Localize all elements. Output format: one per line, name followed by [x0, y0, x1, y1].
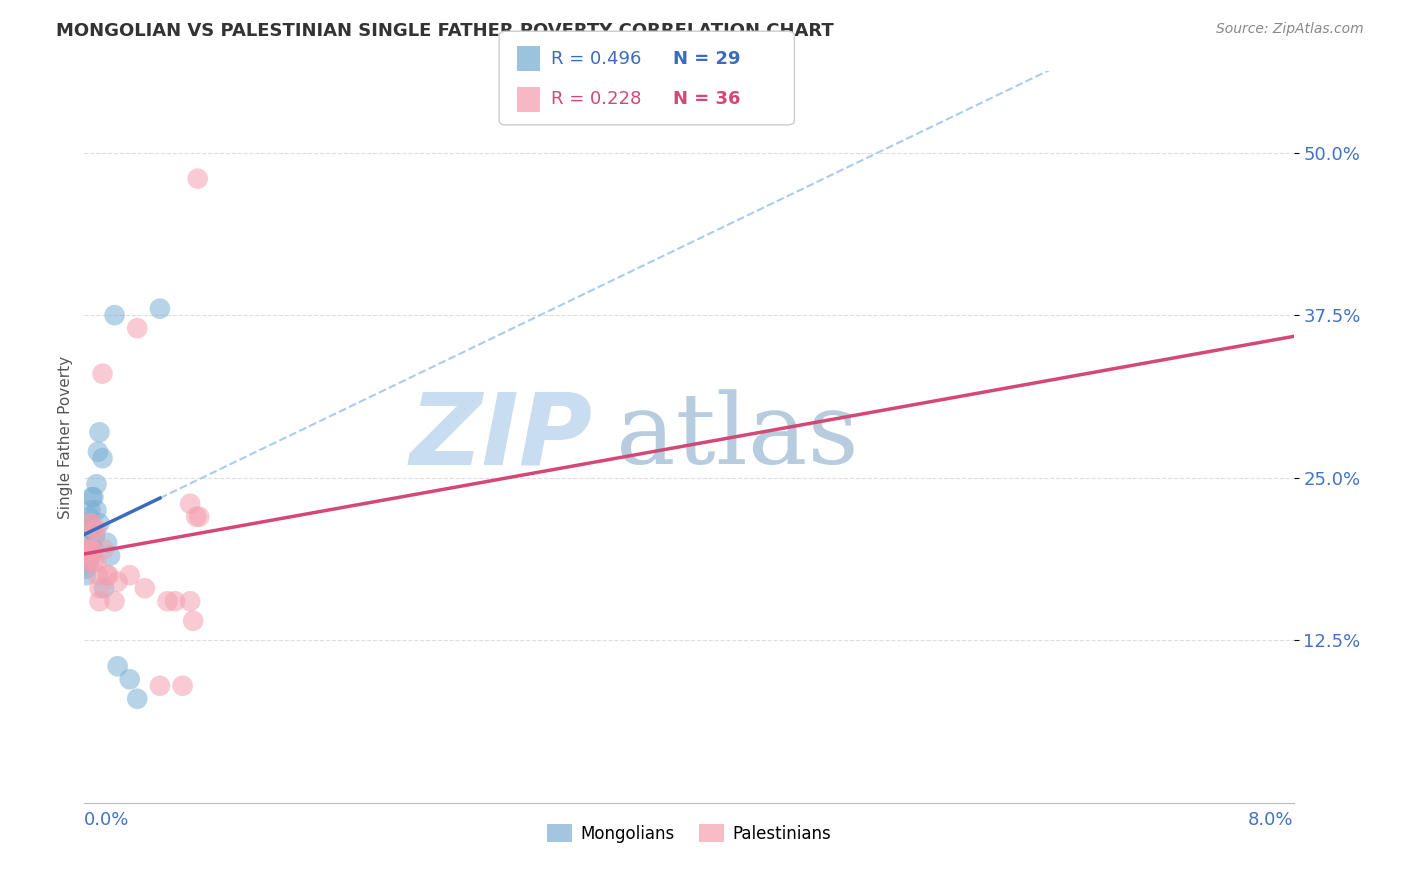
- Point: [76, 516, 98, 531]
- Point: [172, 679, 194, 693]
- Point: [149, 679, 172, 693]
- Point: [179, 497, 201, 511]
- Point: [104, 594, 127, 608]
- Point: [118, 673, 141, 687]
- Point: [98, 549, 121, 563]
- Point: [80, 490, 103, 504]
- Point: [165, 594, 187, 608]
- Point: [75, 542, 97, 557]
- Point: [77, 509, 100, 524]
- Point: [86, 503, 108, 517]
- Point: [75, 562, 97, 576]
- Point: [86, 555, 108, 569]
- Point: [89, 425, 111, 440]
- Point: [84, 529, 107, 543]
- Point: [77, 555, 100, 569]
- Text: R = 0.228: R = 0.228: [551, 90, 641, 108]
- Point: [96, 568, 118, 582]
- Point: [79, 503, 101, 517]
- Point: [87, 568, 110, 582]
- Point: [93, 581, 115, 595]
- Point: [149, 301, 172, 316]
- Text: MONGOLIAN VS PALESTINIAN SINGLE FATHER POVERTY CORRELATION CHART: MONGOLIAN VS PALESTINIAN SINGLE FATHER P…: [56, 22, 834, 40]
- Text: R = 0.496: R = 0.496: [551, 50, 641, 68]
- Text: N = 29: N = 29: [673, 50, 741, 68]
- Point: [82, 490, 104, 504]
- Y-axis label: Single Father Poverty: Single Father Poverty: [58, 356, 73, 518]
- Point: [80, 542, 103, 557]
- Text: N = 36: N = 36: [673, 90, 741, 108]
- Point: [76, 542, 98, 557]
- Point: [187, 171, 209, 186]
- Point: [77, 516, 100, 531]
- Point: [181, 614, 204, 628]
- Point: [134, 581, 156, 595]
- Point: [107, 574, 129, 589]
- Point: [186, 509, 208, 524]
- Point: [127, 691, 149, 706]
- Point: [107, 659, 129, 673]
- Point: [80, 516, 103, 531]
- Point: [179, 594, 201, 608]
- Point: [75, 568, 97, 582]
- Point: [93, 542, 115, 557]
- Point: [97, 568, 120, 582]
- Point: [75, 555, 97, 569]
- Point: [118, 568, 141, 582]
- Point: [127, 321, 149, 335]
- Point: [82, 542, 104, 557]
- Point: [96, 535, 118, 549]
- Text: ZIP: ZIP: [409, 389, 592, 485]
- Point: [86, 477, 108, 491]
- Point: [91, 367, 114, 381]
- Text: Source: ZipAtlas.com: Source: ZipAtlas.com: [1216, 22, 1364, 37]
- Point: [77, 523, 100, 537]
- Point: [104, 308, 127, 322]
- Text: 0.0%: 0.0%: [84, 811, 129, 829]
- Point: [76, 549, 98, 563]
- Legend: Mongolians, Palestinians: Mongolians, Palestinians: [540, 818, 838, 849]
- Text: 8.0%: 8.0%: [1249, 811, 1294, 829]
- Point: [156, 594, 179, 608]
- Point: [76, 542, 98, 557]
- Point: [91, 451, 114, 466]
- Point: [82, 555, 104, 569]
- Point: [80, 523, 103, 537]
- Point: [89, 581, 111, 595]
- Point: [79, 549, 101, 563]
- Point: [77, 542, 100, 557]
- Point: [76, 549, 98, 563]
- Point: [77, 549, 100, 563]
- Point: [79, 549, 101, 563]
- Text: atlas: atlas: [616, 389, 859, 485]
- Point: [86, 523, 108, 537]
- Point: [89, 516, 111, 531]
- Point: [87, 444, 110, 458]
- Point: [89, 594, 111, 608]
- Point: [188, 509, 211, 524]
- Point: [84, 523, 107, 537]
